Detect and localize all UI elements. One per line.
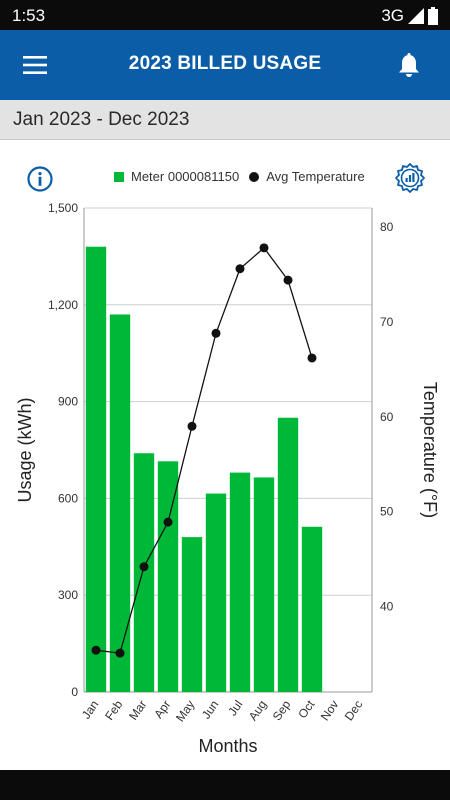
temperature-point bbox=[139, 562, 149, 572]
temperature-point bbox=[211, 328, 221, 338]
info-icon[interactable] bbox=[26, 165, 54, 193]
x-tick-label: Mar bbox=[126, 698, 149, 723]
temperature-point bbox=[187, 421, 197, 431]
page-title: 2023 BILLED USAGE bbox=[128, 53, 322, 74]
temperature-point bbox=[235, 264, 245, 274]
x-tick-label: May bbox=[173, 698, 197, 725]
x-axis-title: Months bbox=[198, 736, 257, 756]
temperature-point bbox=[283, 275, 293, 285]
date-range-label: Jan 2023 - Dec 2023 bbox=[13, 109, 190, 130]
y2-tick-label: 80 bbox=[380, 220, 394, 234]
navigation-bar bbox=[0, 770, 450, 800]
y-tick-label: 900 bbox=[58, 395, 78, 409]
bar bbox=[229, 472, 251, 692]
bar bbox=[109, 314, 131, 692]
temperature-point bbox=[91, 645, 101, 655]
y-tick-label: 0 bbox=[71, 685, 78, 699]
legend-label-meter: Meter 0000081150 bbox=[131, 169, 240, 184]
legend-swatch-temperature bbox=[249, 171, 260, 182]
bar bbox=[85, 246, 107, 692]
bar bbox=[277, 417, 299, 692]
x-tick-label: Aug bbox=[246, 698, 270, 724]
x-tick-label: Apr bbox=[151, 698, 173, 721]
x-tick-label: Jun bbox=[199, 698, 222, 722]
x-tick-label: Jan bbox=[79, 698, 102, 722]
bar bbox=[157, 461, 179, 692]
temperature-point bbox=[307, 353, 317, 363]
x-tick-label: Jul bbox=[225, 698, 245, 719]
bar bbox=[253, 477, 275, 692]
y-tick-label: 600 bbox=[58, 491, 78, 505]
y-axis-title: Usage (kWh) bbox=[15, 397, 35, 502]
y2-tick-label: 60 bbox=[380, 410, 394, 424]
y-tick-label: 1,200 bbox=[48, 298, 78, 312]
y2-tick-label: 40 bbox=[380, 600, 394, 614]
temperature-point bbox=[259, 243, 269, 253]
status-bar: 1:53 3G bbox=[0, 0, 450, 30]
y2-axis-title: Temperature (°F) bbox=[420, 382, 440, 518]
temperature-point bbox=[115, 648, 125, 658]
y-tick-label: 1,500 bbox=[48, 201, 78, 215]
chart-settings-icon[interactable] bbox=[394, 162, 426, 194]
x-tick-label: Sep bbox=[270, 697, 294, 723]
chart-legend: Meter 0000081150 Avg Temperature bbox=[114, 169, 365, 184]
network-type: 3G bbox=[381, 6, 404, 25]
y-tick-label: 300 bbox=[58, 588, 78, 602]
signal-icon bbox=[408, 8, 424, 24]
hamburger-menu-icon[interactable] bbox=[18, 52, 52, 78]
bar bbox=[301, 526, 323, 692]
x-tick-label: Oct bbox=[295, 697, 318, 721]
battery-icon bbox=[428, 7, 438, 25]
x-tick-label: Nov bbox=[318, 698, 342, 724]
temperature-point bbox=[163, 517, 173, 527]
notification-bell-icon[interactable] bbox=[396, 52, 422, 80]
status-indicators: 3G bbox=[381, 6, 438, 26]
y2-tick-label: 50 bbox=[380, 505, 394, 519]
y2-tick-label: 70 bbox=[380, 315, 394, 329]
bar bbox=[205, 493, 227, 692]
x-tick-label: Feb bbox=[102, 697, 126, 722]
usage-chart-card: Meter 0000081150 Avg Temperature 0 300 600… bbox=[0, 140, 450, 770]
temperature-line bbox=[95, 246, 313, 654]
x-tick-label: Dec bbox=[342, 698, 366, 724]
bar bbox=[181, 537, 203, 692]
legend-label-temperature: Avg Temperature bbox=[266, 169, 365, 184]
bar bbox=[133, 453, 155, 692]
legend-swatch-meter bbox=[114, 171, 124, 182]
status-time: 1:53 bbox=[12, 6, 46, 25]
app-bar: 2023 BILLED USAGE bbox=[0, 30, 450, 100]
date-range-bar[interactable]: Jan 2023 - Dec 2023 bbox=[0, 100, 450, 140]
